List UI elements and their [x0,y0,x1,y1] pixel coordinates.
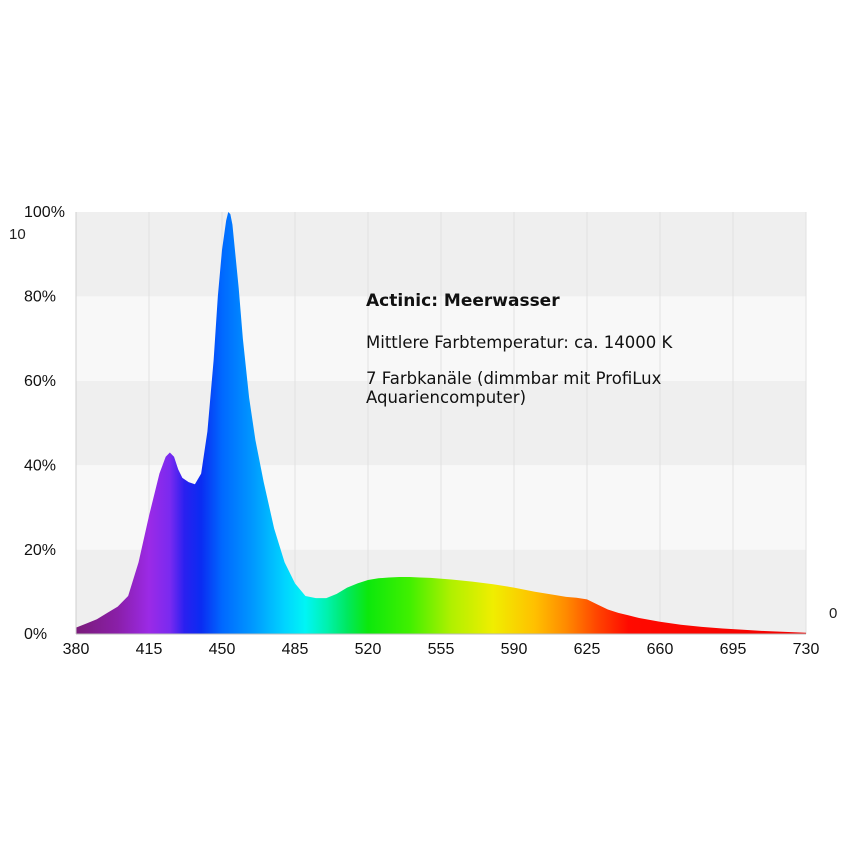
x-tick-labels: 380 415 450 485 520 555 590 625 660 695 730 [63,641,820,658]
x-tick-label: 380 [63,641,90,658]
annotation-channels: 7 Farbkanäle (dimmbar mit ProfiLux Aquar… [366,369,662,407]
y-tick-label: 0% [24,626,47,643]
x-tick-label: 695 [720,641,747,658]
x-tick-label: 660 [647,641,674,658]
y-tick-label: 60% [24,373,56,390]
x-tick-label: 590 [501,641,528,658]
x-tick-label: 730 [793,641,820,658]
stray-label-right: 0 [829,605,838,622]
x-tick-label: 485 [282,641,309,658]
y-tick-label: 100% [24,204,65,221]
x-tick-label: 450 [209,641,236,658]
annotation-title: Actinic: Meerwasser [366,291,560,311]
y-tick-label: 40% [24,457,56,474]
y-tick-labels: 0% 20% 40% 60% 80% 100% [24,204,65,643]
x-tick-label: 415 [136,641,163,658]
y-tick-label: 20% [24,542,56,559]
stray-label-left: 10 [9,226,26,243]
x-tick-label: 520 [355,641,382,658]
spectrum-area [76,212,806,634]
x-tick-label: 625 [574,641,601,658]
x-tick-label: 555 [428,641,455,658]
annotation-color-temp: Mittlere Farbtemperatur: ca. 14000 K [366,333,673,352]
y-tick-label: 80% [24,289,56,306]
